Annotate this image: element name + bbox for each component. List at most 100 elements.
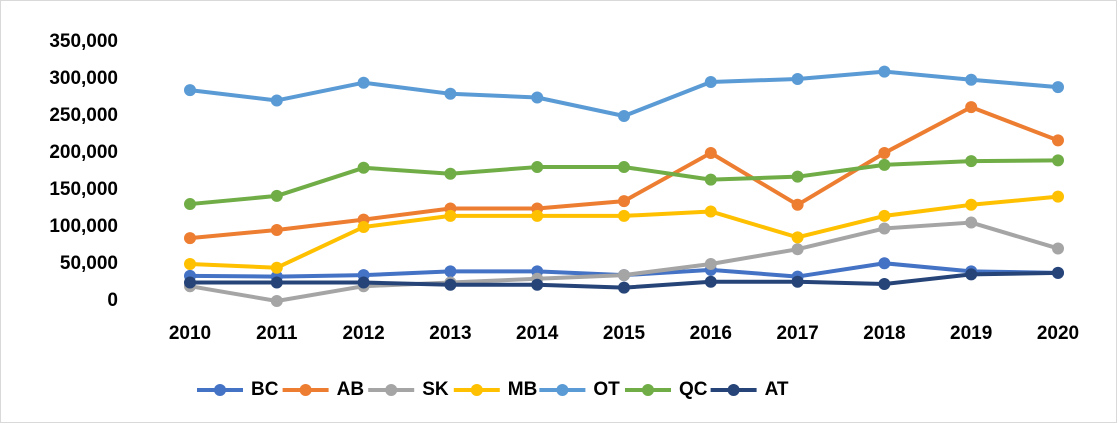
data-point <box>531 161 544 174</box>
data-point <box>965 101 978 114</box>
data-point <box>444 265 457 278</box>
data-point <box>965 198 978 211</box>
series <box>184 101 1064 245</box>
data-point <box>704 275 717 288</box>
data-point <box>965 73 978 86</box>
y-tick-label: 200,000 <box>49 142 118 163</box>
x-tick-label: 2010 <box>169 323 211 344</box>
data-point <box>791 243 804 256</box>
data-point <box>270 276 283 289</box>
legend-marker <box>385 384 398 396</box>
legend-marker <box>299 384 312 396</box>
data-point <box>270 261 283 274</box>
data-point <box>704 258 717 270</box>
data-point <box>791 231 804 244</box>
data-point <box>357 161 370 174</box>
data-point <box>531 278 544 291</box>
x-tick-label: 2014 <box>516 323 559 344</box>
legend-marker <box>727 384 740 396</box>
data-point <box>618 269 630 282</box>
data-point <box>791 198 804 211</box>
legend-marker <box>556 384 569 396</box>
data-point <box>704 173 717 186</box>
data-point <box>270 189 283 202</box>
data-point <box>878 65 891 78</box>
y-tick-label: 50,000 <box>60 253 118 274</box>
data-point <box>791 275 804 288</box>
data-point <box>618 110 630 122</box>
data-point <box>270 94 283 107</box>
data-point <box>1052 242 1064 255</box>
x-tick-label: 2011 <box>256 323 298 344</box>
legend-label: SK <box>422 379 449 400</box>
data-point <box>965 216 978 229</box>
data-point <box>878 277 891 290</box>
legend-label: AT <box>765 379 789 400</box>
series <box>184 65 1064 122</box>
x-tick-label: 2017 <box>776 323 818 344</box>
data-point <box>878 257 891 270</box>
x-tick-label: 2015 <box>603 323 646 344</box>
series <box>184 266 1064 294</box>
data-point <box>878 147 891 159</box>
data-point <box>444 278 457 291</box>
data-point <box>791 170 804 183</box>
data-point <box>704 205 717 218</box>
legend-label: OT <box>593 379 620 400</box>
x-tick-label: 2018 <box>863 323 905 344</box>
data-point <box>270 295 283 307</box>
data-point <box>878 158 891 171</box>
data-point <box>270 223 283 236</box>
data-point <box>704 75 717 88</box>
data-point <box>1052 134 1064 147</box>
data-point <box>184 258 196 270</box>
data-point <box>618 281 630 294</box>
data-point <box>531 209 544 222</box>
data-point <box>1052 190 1064 203</box>
data-point <box>184 84 196 97</box>
data-point <box>965 268 978 281</box>
y-tick-label: 0 <box>107 290 118 311</box>
data-point <box>184 232 196 245</box>
y-tick-label: 150,000 <box>49 179 118 200</box>
legend-label: BC <box>251 379 279 400</box>
data-point <box>878 209 891 222</box>
legend-label: QC <box>679 379 708 400</box>
data-point <box>444 167 457 180</box>
legend-label: AB <box>337 379 364 400</box>
data-point <box>357 76 370 89</box>
data-point <box>531 91 544 104</box>
data-point <box>965 155 978 168</box>
legend-label: MB <box>508 379 538 400</box>
data-point <box>444 209 457 222</box>
legend-marker <box>214 384 226 396</box>
data-point <box>1052 154 1064 167</box>
data-point <box>444 87 457 100</box>
legend-marker <box>642 384 654 396</box>
data-point <box>704 147 717 159</box>
data-point <box>618 209 630 222</box>
data-point <box>618 195 630 208</box>
data-point <box>791 73 804 85</box>
data-point <box>1052 266 1064 279</box>
y-tick-label: 100,000 <box>49 216 118 237</box>
y-tick-label: 300,000 <box>49 68 118 89</box>
data-point <box>618 161 630 174</box>
data-point <box>184 276 196 289</box>
data-point <box>357 221 370 233</box>
x-tick-label: 2012 <box>342 323 384 344</box>
data-point <box>357 276 370 289</box>
x-tick-label: 2019 <box>950 323 992 344</box>
y-tick-label: 350,000 <box>49 31 118 52</box>
x-tick-label: 2013 <box>429 323 471 344</box>
series <box>184 190 1064 274</box>
data-point <box>878 222 891 235</box>
legend-marker <box>470 384 483 396</box>
x-tick-label: 2020 <box>1037 323 1079 344</box>
data-point <box>184 198 196 211</box>
series <box>184 154 1064 211</box>
data-point <box>1052 81 1064 94</box>
x-tick-label: 2016 <box>690 323 732 344</box>
